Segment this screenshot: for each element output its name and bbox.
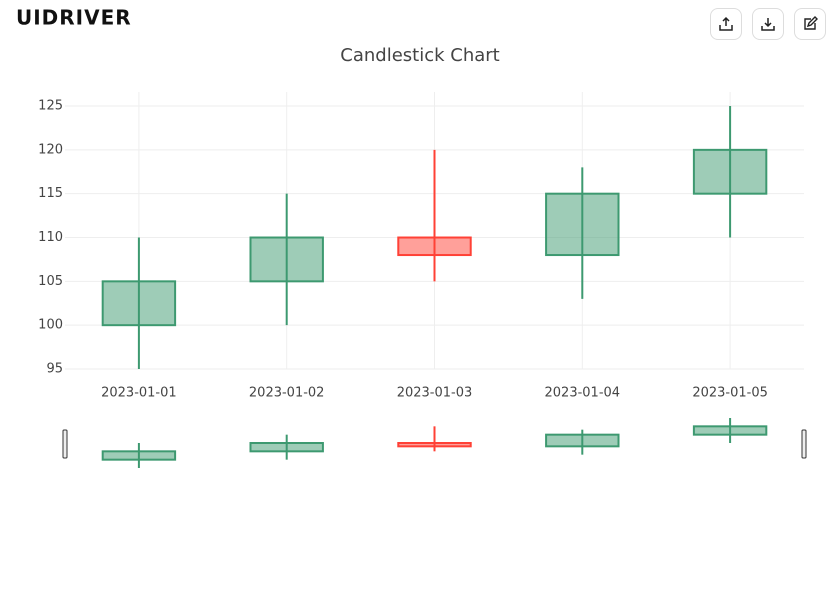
- x-tick-label: 2023-01-02: [249, 386, 325, 401]
- candle-body: [249, 236, 324, 283]
- candle-body: [397, 442, 472, 448]
- x-tick-label: 2023-01-01: [101, 386, 177, 401]
- download-button[interactable]: [752, 8, 784, 40]
- chart-title: Candlestick Chart: [340, 45, 499, 66]
- edit-button[interactable]: [794, 8, 826, 40]
- range-handle[interactable]: [62, 429, 68, 459]
- range-handle[interactable]: [801, 429, 807, 459]
- y-tick-label: 95: [46, 362, 63, 377]
- x-tick-label: 2023-01-05: [692, 386, 768, 401]
- logo: UIDRIVER: [16, 6, 132, 30]
- candle-body: [249, 442, 324, 453]
- y-tick-label: 120: [38, 142, 63, 157]
- x-tick-label: 2023-01-04: [545, 386, 621, 401]
- candle-body: [692, 425, 768, 436]
- y-tick-label: 125: [38, 99, 63, 114]
- candle-body: [397, 236, 472, 257]
- y-tick-label: 105: [38, 274, 63, 289]
- candle-body: [101, 280, 177, 327]
- edit-icon: [804, 16, 818, 30]
- candle-body: [545, 433, 620, 448]
- y-tick-label: 110: [38, 230, 63, 245]
- y-tick-label: 115: [38, 186, 63, 201]
- candle-body: [101, 450, 177, 461]
- share-button[interactable]: [710, 8, 742, 40]
- x-tick-label: 2023-01-03: [397, 386, 473, 401]
- y-tick-label: 100: [38, 318, 63, 333]
- share-icon: [719, 16, 733, 31]
- download-icon: [761, 18, 775, 31]
- candle-body: [545, 192, 620, 257]
- candle-body: [692, 148, 768, 195]
